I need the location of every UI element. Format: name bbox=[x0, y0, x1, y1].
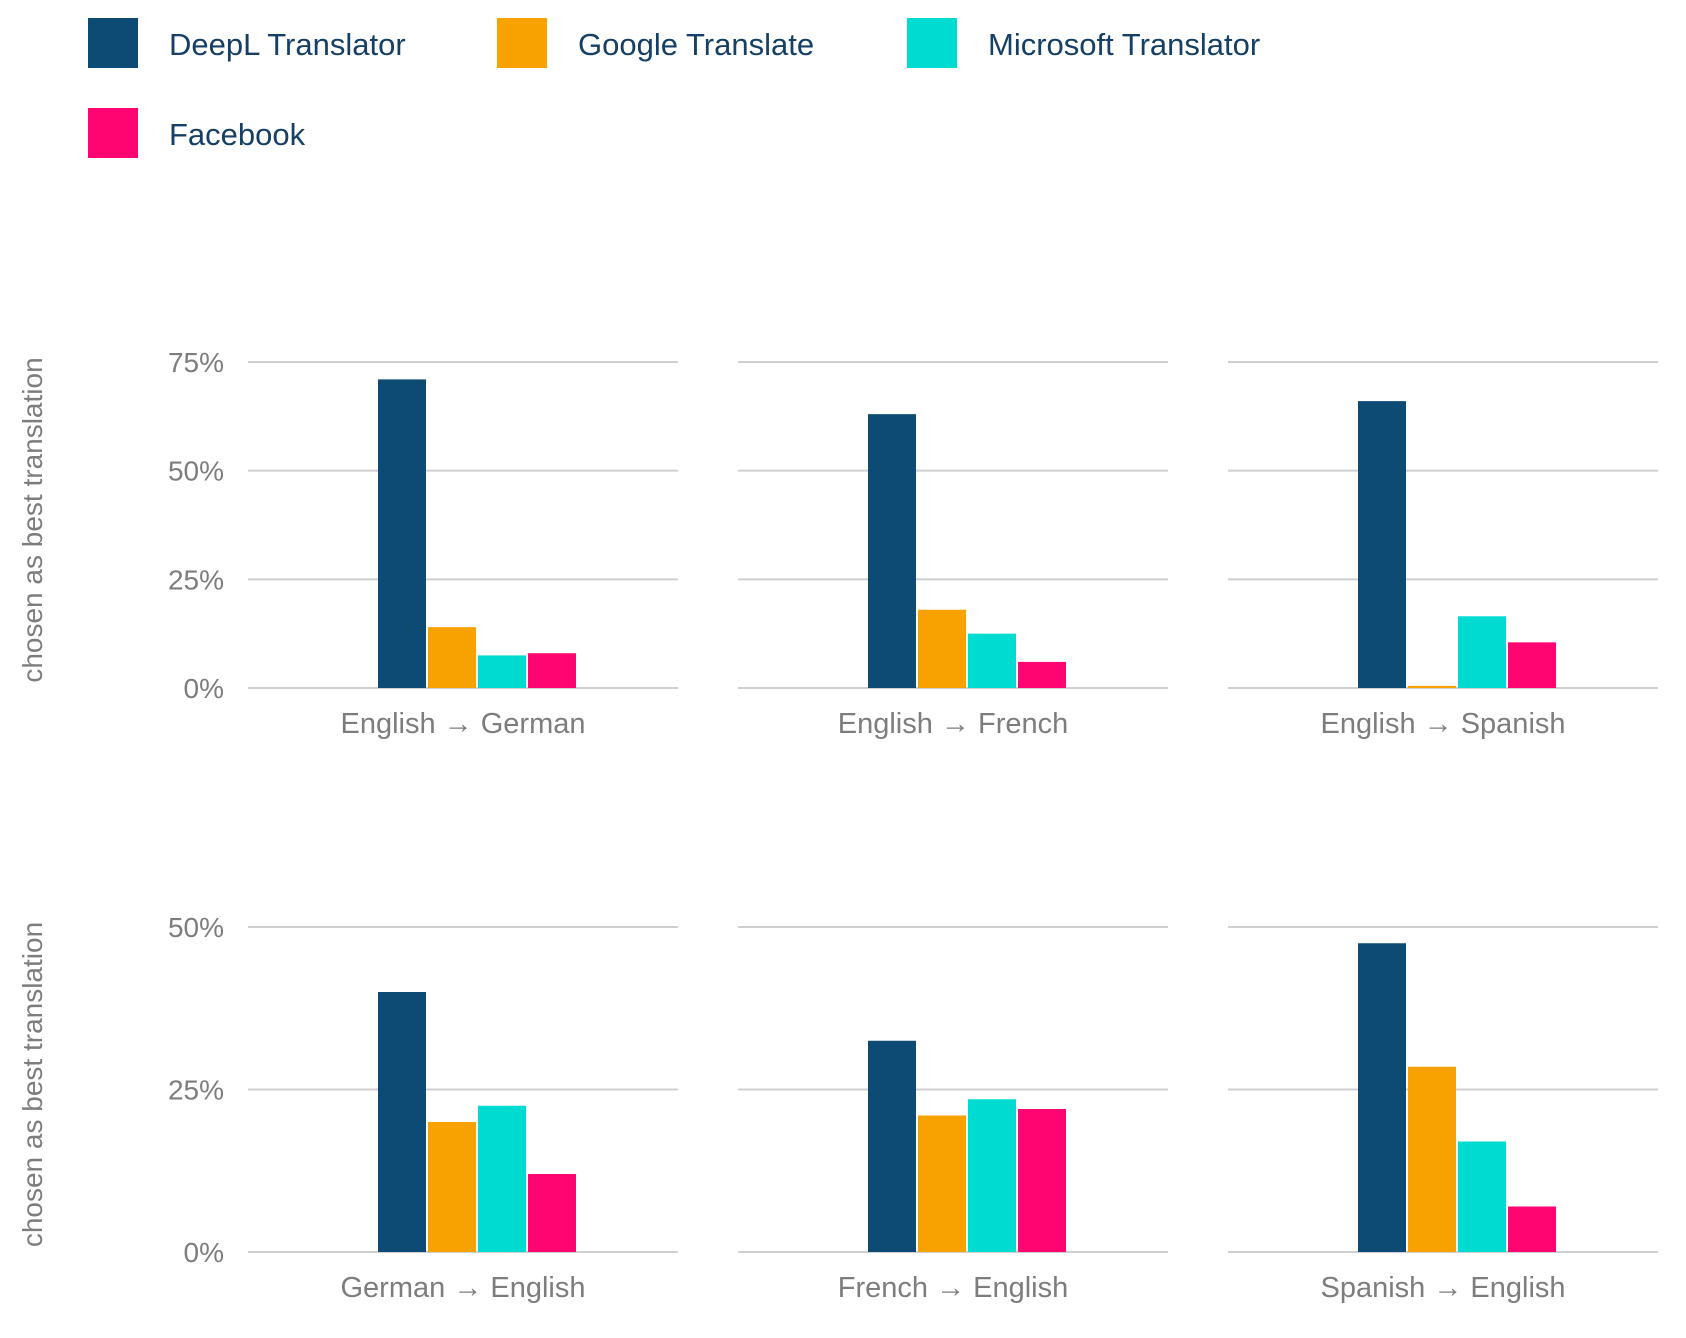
x-axis-label: French → English bbox=[838, 1272, 1069, 1304]
bar-facebook bbox=[528, 1174, 576, 1252]
panel-english-spanish: English → Spanish bbox=[1228, 361, 1658, 740]
panel-english-german: 0% 25% 50% 75% English → German chosen as bes… bbox=[17, 347, 678, 740]
bar-google-translate bbox=[918, 609, 966, 688]
bar-google-translate bbox=[428, 1122, 476, 1252]
y-tick-label: 25% bbox=[168, 1075, 224, 1106]
legend-item-facebook: Facebook bbox=[88, 108, 306, 158]
bar-microsoft-translator bbox=[1458, 1141, 1506, 1252]
y-axis-label: chosen as best translation bbox=[17, 357, 48, 682]
legend-swatch bbox=[497, 18, 547, 68]
legend-label: Microsoft Translator bbox=[988, 27, 1260, 62]
x-axis-label: German → English bbox=[341, 1272, 586, 1304]
bar-microsoft-translator bbox=[478, 1105, 526, 1252]
bar-microsoft-translator bbox=[1458, 616, 1506, 688]
bar-deepl-translator bbox=[1358, 401, 1406, 688]
bar-facebook bbox=[528, 653, 576, 688]
legend-swatch bbox=[907, 18, 957, 68]
bar-facebook bbox=[1018, 1109, 1066, 1252]
legend-label: Facebook bbox=[169, 117, 306, 152]
bar-deepl-translator bbox=[868, 414, 916, 688]
bar-deepl-translator bbox=[378, 992, 426, 1252]
bar-deepl-translator bbox=[868, 1040, 916, 1252]
y-tick-label: 0% bbox=[184, 1237, 224, 1268]
x-axis-label: English → French bbox=[838, 708, 1069, 740]
legend-label: Google Translate bbox=[578, 27, 814, 62]
y-tick-label: 75% bbox=[168, 347, 224, 378]
panel-german-english: 0% 25% 50% German → English chosen as best t… bbox=[17, 912, 678, 1304]
legend-swatch bbox=[88, 18, 138, 68]
bar-facebook bbox=[1508, 642, 1556, 688]
y-tick-label: 50% bbox=[168, 912, 224, 943]
bar-google-translate bbox=[918, 1115, 966, 1252]
bar-facebook bbox=[1018, 661, 1066, 688]
bar-google-translate bbox=[428, 627, 476, 688]
x-axis-label: Spanish → English bbox=[1320, 1272, 1565, 1304]
legend: DeepL Translator Google Translate Microsof… bbox=[88, 18, 1260, 158]
legend-item-deepl-translator: DeepL Translator bbox=[88, 18, 406, 68]
chart-panels: 0% 25% 50% 75% English → German chosen as bes… bbox=[17, 347, 1658, 1304]
x-axis-label: English → Spanish bbox=[1320, 708, 1565, 740]
bar-google-translate bbox=[1408, 1066, 1456, 1252]
x-axis-label: English → German bbox=[341, 708, 586, 740]
y-tick-label: 50% bbox=[168, 456, 224, 487]
bar-microsoft-translator bbox=[478, 655, 526, 688]
panel-english-french: English → French bbox=[738, 361, 1168, 740]
bar-deepl-translator bbox=[378, 379, 426, 688]
y-tick-label: 0% bbox=[184, 673, 224, 704]
bar-deepl-translator bbox=[1358, 943, 1406, 1252]
bar-microsoft-translator bbox=[968, 633, 1016, 688]
legend-label: DeepL Translator bbox=[169, 27, 406, 62]
bar-facebook bbox=[1508, 1206, 1556, 1252]
y-tick-label: 25% bbox=[168, 564, 224, 595]
y-axis-label: chosen as best translation bbox=[17, 922, 48, 1247]
bar-microsoft-translator bbox=[968, 1099, 1016, 1252]
legend-swatch bbox=[88, 108, 138, 158]
legend-item-microsoft-translator: Microsoft Translator bbox=[907, 18, 1260, 68]
bar-google-translate bbox=[1408, 685, 1456, 688]
legend-item-google-translate: Google Translate bbox=[497, 18, 814, 68]
panel-french-english: French → English bbox=[738, 926, 1168, 1304]
panel-spanish-english: Spanish → English bbox=[1228, 926, 1658, 1304]
